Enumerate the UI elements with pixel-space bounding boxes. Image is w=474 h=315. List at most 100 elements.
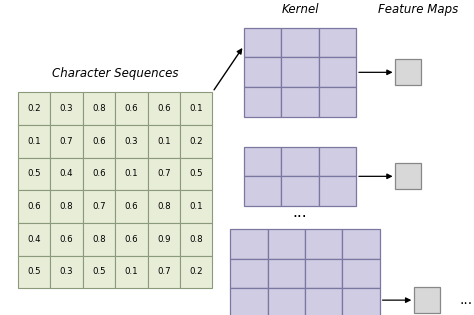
Bar xyxy=(282,87,319,117)
Bar xyxy=(319,176,356,206)
Bar xyxy=(319,87,356,117)
Bar xyxy=(18,92,50,125)
Bar xyxy=(305,229,342,259)
Bar xyxy=(147,125,180,158)
Text: 0.1: 0.1 xyxy=(27,137,41,146)
Bar xyxy=(180,125,212,158)
Bar xyxy=(244,87,282,117)
Text: Feature Maps: Feature Maps xyxy=(378,3,458,16)
Bar xyxy=(82,92,115,125)
Bar xyxy=(244,57,282,87)
Text: 0.9: 0.9 xyxy=(157,235,171,244)
Text: 0.6: 0.6 xyxy=(92,169,106,178)
Text: 0.2: 0.2 xyxy=(190,267,203,277)
Bar xyxy=(18,158,50,190)
Text: 0.5: 0.5 xyxy=(190,169,203,178)
Bar xyxy=(147,223,180,255)
Bar xyxy=(50,223,82,255)
Bar xyxy=(268,288,305,315)
Bar xyxy=(395,60,421,85)
Bar xyxy=(147,190,180,223)
Text: 0.7: 0.7 xyxy=(157,169,171,178)
Text: 0.1: 0.1 xyxy=(190,104,203,113)
Bar xyxy=(50,255,82,288)
Text: 0.6: 0.6 xyxy=(125,235,138,244)
Bar xyxy=(147,255,180,288)
Text: 0.1: 0.1 xyxy=(190,202,203,211)
Bar xyxy=(180,255,212,288)
Bar xyxy=(115,158,147,190)
Text: 0.4: 0.4 xyxy=(27,235,41,244)
Text: 0.6: 0.6 xyxy=(125,202,138,211)
Bar xyxy=(342,288,380,315)
Bar xyxy=(147,158,180,190)
Text: 0.7: 0.7 xyxy=(157,267,171,277)
Bar xyxy=(115,125,147,158)
Text: 0.8: 0.8 xyxy=(190,235,203,244)
Bar xyxy=(414,287,440,313)
Text: 0.8: 0.8 xyxy=(157,202,171,211)
Bar xyxy=(319,146,356,176)
Bar xyxy=(18,223,50,255)
Text: 0.3: 0.3 xyxy=(60,104,73,113)
Text: 0.1: 0.1 xyxy=(157,137,171,146)
Bar xyxy=(244,176,282,206)
Bar xyxy=(180,92,212,125)
Bar xyxy=(305,288,342,315)
Bar xyxy=(319,57,356,87)
Bar xyxy=(230,259,268,288)
Bar xyxy=(268,229,305,259)
Bar xyxy=(282,146,319,176)
Text: 0.8: 0.8 xyxy=(92,235,106,244)
Bar xyxy=(395,163,421,189)
Bar xyxy=(50,92,82,125)
Text: 0.3: 0.3 xyxy=(125,137,138,146)
Bar xyxy=(319,28,356,57)
Bar xyxy=(82,255,115,288)
Text: ...: ... xyxy=(293,205,307,220)
Bar xyxy=(282,28,319,57)
Bar xyxy=(82,223,115,255)
Bar xyxy=(18,190,50,223)
Bar xyxy=(180,158,212,190)
Text: 0.2: 0.2 xyxy=(27,104,41,113)
Bar xyxy=(50,158,82,190)
Bar xyxy=(282,57,319,87)
Text: 0.5: 0.5 xyxy=(92,267,106,277)
Text: 0.6: 0.6 xyxy=(92,137,106,146)
Text: 0.7: 0.7 xyxy=(92,202,106,211)
Bar xyxy=(82,158,115,190)
Text: 0.8: 0.8 xyxy=(92,104,106,113)
Bar xyxy=(180,223,212,255)
Bar xyxy=(82,190,115,223)
Bar xyxy=(18,125,50,158)
Bar xyxy=(268,259,305,288)
Text: Character Sequences: Character Sequences xyxy=(52,67,178,80)
Bar xyxy=(342,259,380,288)
Text: 0.1: 0.1 xyxy=(125,169,138,178)
Bar xyxy=(305,259,342,288)
Bar xyxy=(342,229,380,259)
Bar xyxy=(244,146,282,176)
Text: 0.6: 0.6 xyxy=(27,202,41,211)
Text: 0.6: 0.6 xyxy=(60,235,73,244)
Bar xyxy=(282,176,319,206)
Text: 0.4: 0.4 xyxy=(60,169,73,178)
Text: 0.2: 0.2 xyxy=(190,137,203,146)
Bar xyxy=(230,288,268,315)
Text: 0.5: 0.5 xyxy=(27,169,41,178)
Text: 0.6: 0.6 xyxy=(157,104,171,113)
Bar xyxy=(115,92,147,125)
Text: 0.8: 0.8 xyxy=(60,202,73,211)
Bar xyxy=(147,92,180,125)
Bar xyxy=(50,125,82,158)
Bar xyxy=(18,255,50,288)
Bar xyxy=(115,223,147,255)
Text: 0.3: 0.3 xyxy=(60,267,73,277)
Bar xyxy=(230,229,268,259)
Bar xyxy=(50,190,82,223)
Text: 0.6: 0.6 xyxy=(125,104,138,113)
Text: ...: ... xyxy=(459,293,473,307)
Bar xyxy=(244,28,282,57)
Bar xyxy=(115,190,147,223)
